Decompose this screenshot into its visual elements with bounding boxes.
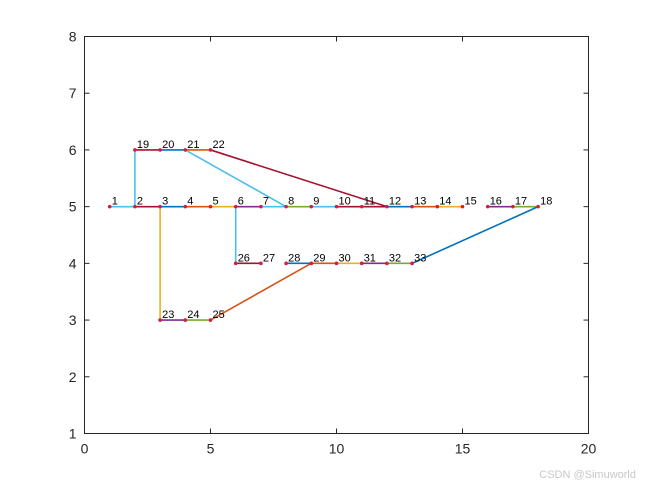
node-marker — [208, 148, 213, 152]
node-label: 32 — [389, 252, 401, 264]
node-label: 6 — [238, 196, 244, 208]
node-marker — [158, 148, 162, 152]
node-label: 2 — [137, 196, 143, 208]
node-marker — [183, 148, 188, 152]
x-tick-label: 10 — [329, 441, 345, 457]
node-marker — [385, 204, 389, 209]
x-tick-label: 5 — [207, 441, 215, 457]
node-label: 33 — [414, 252, 426, 264]
node-marker — [208, 318, 213, 322]
node-marker — [284, 261, 288, 266]
y-tick-label: 4 — [69, 255, 77, 271]
node-label: 29 — [313, 252, 325, 264]
node-marker — [485, 204, 490, 209]
node-label: 13 — [414, 196, 426, 208]
node-marker — [259, 261, 263, 266]
node-label: 3 — [162, 196, 168, 208]
x-tick-label: 20 — [581, 441, 597, 457]
node-marker — [334, 204, 339, 209]
node-label: 20 — [162, 139, 174, 151]
node-marker — [208, 204, 213, 209]
node-marker — [410, 261, 414, 266]
node-marker — [233, 261, 238, 266]
watermark: CSDN @Simuworld — [539, 469, 636, 481]
node-marker — [259, 204, 263, 209]
edge-lines — [108, 149, 539, 321]
node-marker — [460, 204, 465, 209]
node-marker — [183, 318, 188, 322]
node-marker — [183, 204, 188, 209]
edge-line — [209, 149, 388, 208]
node-marker — [107, 204, 112, 209]
node-label: 7 — [263, 196, 269, 208]
node-label: 27 — [263, 252, 275, 264]
y-tick-label: 2 — [69, 369, 77, 385]
node-marker — [233, 204, 238, 209]
node-label: 12 — [389, 196, 401, 208]
node-label: 10 — [339, 196, 351, 208]
node-label: 5 — [213, 196, 219, 208]
node-marker — [158, 318, 162, 322]
node-label: 15 — [465, 196, 477, 208]
node-marker — [435, 204, 440, 209]
node-marker — [359, 204, 364, 209]
node-label: 22 — [213, 139, 225, 151]
node-label: 11 — [364, 196, 375, 208]
node-marker — [536, 204, 540, 209]
node-label: 25 — [213, 309, 225, 321]
node-label: 24 — [187, 309, 199, 321]
node-label: 31 — [364, 252, 376, 264]
node-marker — [511, 204, 515, 209]
node-label: 8 — [288, 196, 294, 208]
y-tick-label: 1 — [69, 426, 77, 442]
node-marker — [334, 261, 339, 266]
node-markers — [107, 148, 540, 322]
y-tick-label: 7 — [69, 85, 77, 101]
node-marker — [284, 204, 288, 209]
plot-frame — [84, 36, 589, 434]
node-marker — [158, 204, 162, 209]
node-marker — [385, 261, 389, 266]
node-label: 17 — [515, 196, 527, 208]
y-tick-label: 3 — [69, 312, 77, 328]
node-label: 14 — [439, 196, 451, 208]
y-tick-label: 6 — [69, 142, 77, 158]
y-tick-label: 8 — [69, 29, 77, 45]
node-label: 30 — [339, 252, 351, 264]
node-marker — [309, 261, 314, 266]
y-tick-label: 5 — [69, 199, 77, 215]
node-label: 19 — [137, 139, 149, 151]
node-label: 1 — [112, 196, 118, 208]
node-marker — [309, 204, 314, 209]
node-label: 26 — [238, 252, 250, 264]
node-label: 21 — [187, 139, 199, 151]
node-marker — [133, 148, 137, 152]
edge-line — [184, 149, 287, 208]
edge-line — [209, 262, 313, 321]
edge-line — [411, 205, 539, 265]
node-marker — [133, 204, 137, 209]
node-marker — [410, 204, 414, 209]
node-label: 16 — [490, 196, 502, 208]
node-marker — [359, 261, 364, 266]
x-tick-label: 15 — [455, 441, 471, 457]
node-label: 28 — [288, 252, 300, 264]
node-label: 4 — [187, 196, 193, 208]
node-label: 18 — [540, 196, 552, 208]
x-tick-label: 0 — [81, 441, 89, 457]
node-label: 9 — [313, 196, 319, 208]
node-label: 23 — [162, 309, 174, 321]
